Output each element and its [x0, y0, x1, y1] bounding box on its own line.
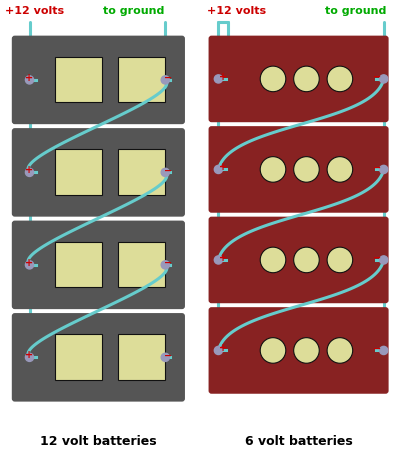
Text: +12 volts: +12 volts — [5, 6, 64, 16]
Bar — [118, 149, 165, 195]
Circle shape — [294, 247, 319, 273]
Text: −: − — [373, 163, 381, 172]
Text: +: + — [219, 163, 228, 172]
Circle shape — [26, 168, 34, 177]
Circle shape — [327, 157, 353, 182]
Circle shape — [161, 353, 169, 362]
Text: 6 volt batteries: 6 volt batteries — [245, 435, 352, 448]
Circle shape — [380, 346, 388, 355]
FancyBboxPatch shape — [208, 126, 389, 212]
Circle shape — [380, 165, 388, 173]
Circle shape — [380, 75, 388, 83]
Circle shape — [260, 247, 286, 273]
Text: +: + — [24, 73, 33, 83]
Bar — [118, 57, 165, 102]
Text: +: + — [24, 350, 33, 360]
Text: −: − — [164, 258, 172, 268]
Circle shape — [260, 157, 286, 182]
FancyBboxPatch shape — [12, 313, 185, 402]
Circle shape — [161, 261, 169, 269]
Text: −: − — [164, 165, 172, 175]
Circle shape — [214, 165, 222, 173]
FancyBboxPatch shape — [208, 35, 389, 122]
Text: 12 volt batteries: 12 volt batteries — [40, 435, 157, 448]
Bar — [118, 334, 165, 380]
Text: +: + — [219, 343, 228, 354]
Text: +: + — [24, 165, 33, 175]
Circle shape — [327, 66, 353, 92]
Text: to ground: to ground — [325, 6, 386, 16]
Circle shape — [26, 353, 34, 362]
Circle shape — [214, 346, 222, 355]
Text: −: − — [164, 350, 172, 360]
FancyBboxPatch shape — [12, 128, 185, 217]
Circle shape — [260, 338, 286, 363]
Circle shape — [214, 256, 222, 264]
Circle shape — [214, 75, 222, 83]
FancyBboxPatch shape — [12, 35, 185, 124]
Circle shape — [294, 338, 319, 363]
Circle shape — [260, 66, 286, 92]
Bar — [118, 242, 165, 287]
Text: to ground: to ground — [103, 6, 165, 16]
FancyBboxPatch shape — [208, 217, 389, 303]
Text: −: − — [373, 343, 381, 354]
Bar — [55, 242, 102, 287]
Circle shape — [26, 76, 34, 84]
Text: +: + — [219, 72, 228, 82]
Circle shape — [294, 157, 319, 182]
Circle shape — [161, 168, 169, 177]
Circle shape — [294, 66, 319, 92]
FancyBboxPatch shape — [12, 220, 185, 309]
Circle shape — [380, 256, 388, 264]
Text: +: + — [219, 253, 228, 263]
Circle shape — [26, 261, 34, 269]
Circle shape — [161, 76, 169, 84]
Text: −: − — [373, 253, 381, 263]
Bar — [55, 57, 102, 102]
Circle shape — [327, 338, 353, 363]
Text: +12 volts: +12 volts — [207, 6, 266, 16]
Text: −: − — [373, 72, 381, 82]
FancyBboxPatch shape — [208, 307, 389, 394]
Text: +: + — [24, 258, 33, 268]
Text: −: − — [164, 73, 172, 83]
Bar — [55, 149, 102, 195]
Circle shape — [327, 247, 353, 273]
Bar — [55, 334, 102, 380]
